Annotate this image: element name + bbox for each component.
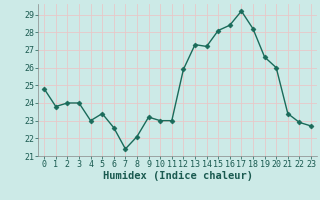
X-axis label: Humidex (Indice chaleur): Humidex (Indice chaleur) bbox=[103, 171, 252, 181]
